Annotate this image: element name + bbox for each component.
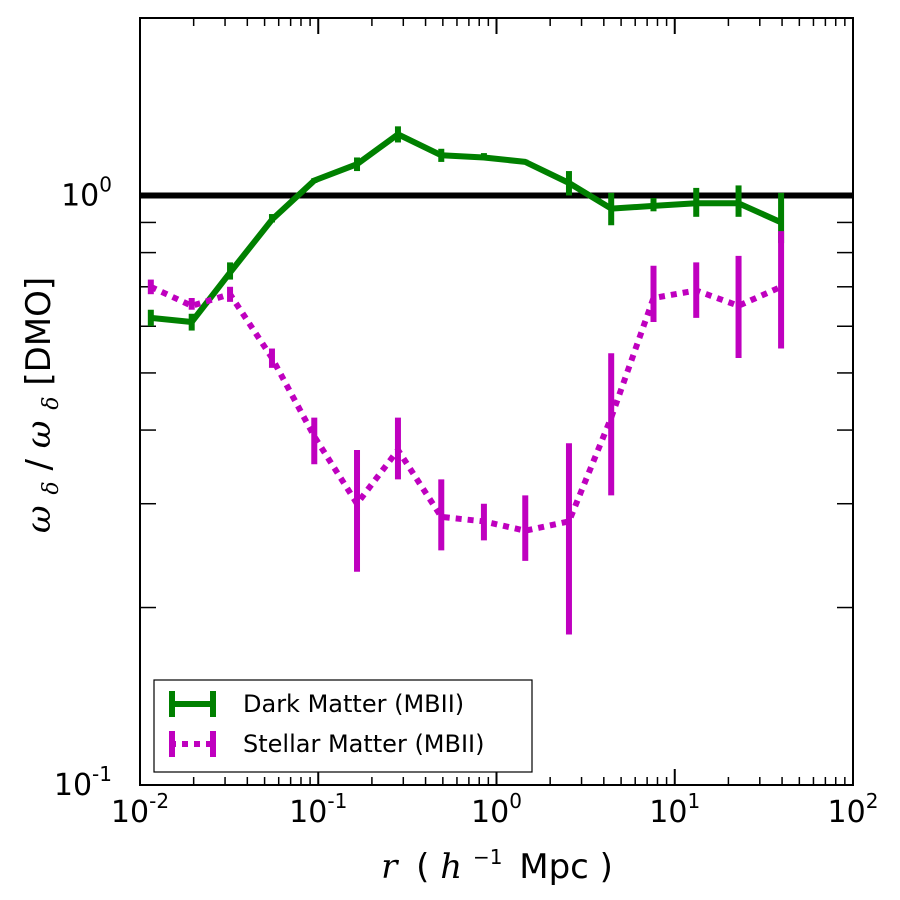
y-tick-exp: -1 bbox=[92, 762, 112, 786]
series-line bbox=[149, 284, 783, 534]
x-tick-label: 101 bbox=[649, 789, 700, 830]
y-label-omega-2: ω bbox=[19, 421, 59, 449]
x-tick-base: 10 bbox=[649, 795, 687, 830]
series-stellar-matter bbox=[147, 231, 785, 635]
x-tick-base: 10 bbox=[289, 795, 327, 830]
x-tick-exp: 2 bbox=[866, 789, 879, 813]
y-label-slash: / bbox=[19, 448, 59, 470]
x-tick-base: 10 bbox=[828, 795, 866, 830]
y-label-sub-1: δ bbox=[39, 481, 64, 494]
x-label-paren-close: ) bbox=[600, 847, 613, 887]
y-axis-label: ω δ / ω δ [DMO] bbox=[19, 277, 67, 533]
y-tick-base: 10 bbox=[61, 178, 99, 213]
x-tick-exp: -2 bbox=[149, 789, 169, 813]
x-tick-base: 10 bbox=[111, 795, 149, 830]
x-tick-base: 10 bbox=[471, 795, 509, 830]
y-tick-exp: 0 bbox=[99, 172, 112, 196]
x-axis-label: r ( h −1 Mpc ) bbox=[381, 833, 613, 887]
legend-label-dark-matter: Dark Matter (MBII) bbox=[243, 690, 464, 718]
y-label-suffix: [DMO] bbox=[19, 277, 59, 386]
legend-entry-dark-matter: Dark Matter (MBII) bbox=[169, 690, 464, 718]
x-tick-exp: 0 bbox=[509, 789, 522, 813]
legend: Dark Matter (MBII) Stellar Matter (MBII) bbox=[153, 679, 533, 773]
legend-box bbox=[153, 679, 533, 773]
x-tick-label: 100 bbox=[471, 789, 522, 830]
y-tick-label: 100 bbox=[61, 172, 112, 213]
y-tick-label: 10-1 bbox=[54, 762, 112, 803]
plot-area-frame bbox=[139, 17, 854, 786]
series-line bbox=[150, 131, 783, 325]
y-label-omega-1: ω bbox=[19, 505, 59, 533]
x-tick-label: 10-1 bbox=[289, 789, 347, 830]
x-label-r: r bbox=[381, 847, 399, 887]
x-tick-exp: -1 bbox=[327, 789, 347, 813]
legend-label-stellar-matter: Stellar Matter (MBII) bbox=[243, 730, 485, 758]
y-tick-base: 10 bbox=[54, 768, 92, 803]
y-label-sub-2: δ bbox=[39, 396, 64, 409]
x-label-unit: Mpc bbox=[519, 847, 589, 887]
legend-entry-stellar-matter: Stellar Matter (MBII) bbox=[169, 730, 485, 758]
series-group bbox=[147, 126, 785, 635]
x-label-h: h bbox=[440, 847, 462, 887]
x-tick-label: 10-2 bbox=[111, 789, 169, 830]
x-tick-exp: 1 bbox=[687, 789, 700, 813]
x-label-paren-open: ( bbox=[416, 847, 429, 887]
x-tick-label: 102 bbox=[828, 789, 879, 830]
x-label-h-exp: −1 bbox=[473, 845, 502, 869]
